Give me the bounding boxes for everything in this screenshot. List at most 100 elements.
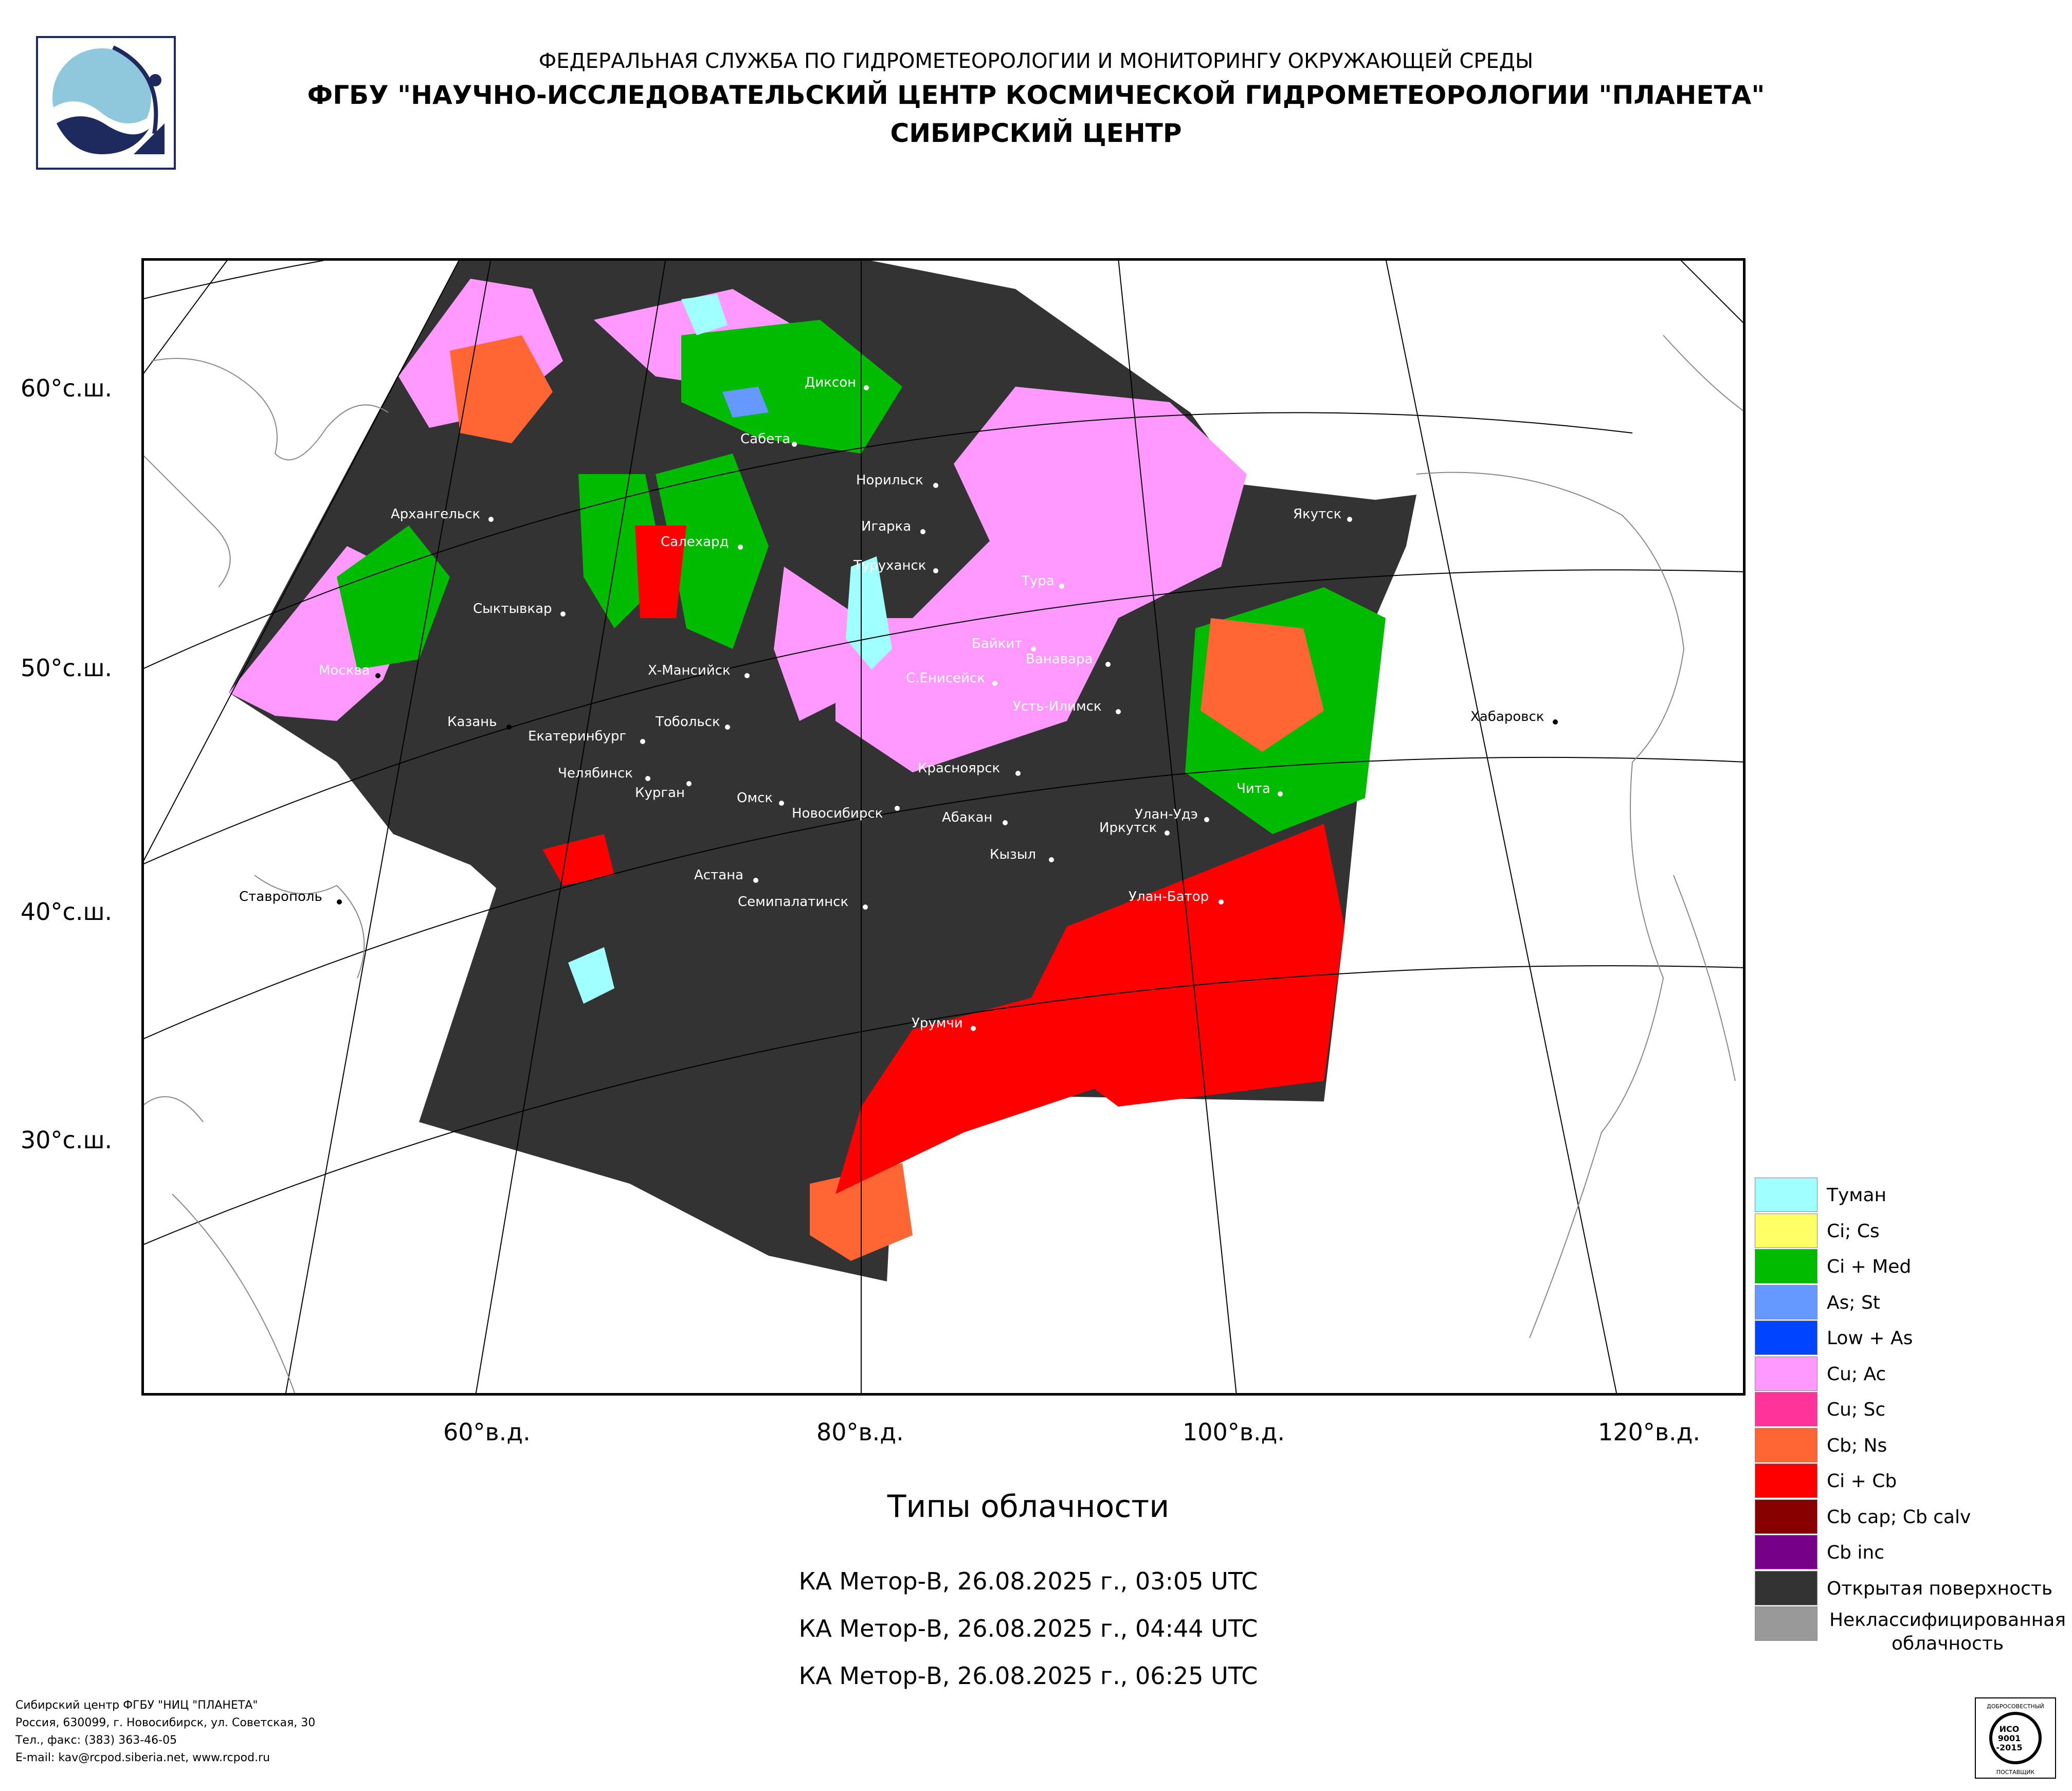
svg-text:Тура: Тура [1021, 573, 1055, 589]
legend-label: Ci; Cs [1827, 1220, 1880, 1242]
legend-item: Cb cap; Cb calv [1755, 1499, 2072, 1535]
legend-swatch [1755, 1463, 1817, 1498]
svg-text:Курган: Курган [635, 785, 685, 801]
city-novosibirsk: Новосибирск [792, 806, 900, 821]
svg-text:Екатеринбург: Екатеринбург [528, 729, 626, 744]
city-tobolsk: Тобольск [655, 714, 730, 730]
institute-title: ФГБУ "НАУЧНО-ИССЛЕДОВАТЕЛЬСКИЙ ЦЕНТР КОС… [307, 80, 1765, 110]
svg-text:Чита: Чита [1237, 781, 1270, 797]
legend-label: Неклассифицированная облачность [1829, 1609, 2066, 1654]
svg-text:Байкит: Байкит [972, 636, 1022, 652]
footer-line: Тел., факс: (383) 363-46-05 [15, 1734, 177, 1747]
svg-text:Улан-Удэ: Улан-Удэ [1135, 807, 1198, 822]
lat-label-50: 50°с.ш. [21, 654, 113, 682]
legend-swatch [1755, 1320, 1817, 1355]
legend-swatch [1755, 1535, 1817, 1569]
satellite-pass-1: КА Метор-В, 26.08.2025 г., 03:05 UTC [798, 1567, 1258, 1595]
legend-label: Cb; Ns [1827, 1435, 1887, 1456]
city-krasnoyarsk: Красноярск [918, 761, 1021, 776]
agency-title: ФЕДЕРАЛЬНАЯ СЛУЖБА ПО ГИДРОМЕТЕОРОЛОГИИ … [538, 49, 1534, 73]
legend-item: Cu; Ac [1755, 1356, 2072, 1392]
svg-text:Абакан: Абакан [942, 810, 992, 825]
legend-item: Туман [1755, 1178, 2072, 1214]
svg-text:Ванавара: Ванавара [1026, 652, 1093, 667]
city-abakan: Абакан [942, 810, 1008, 825]
legend-label: Туман [1827, 1185, 1887, 1206]
legend-item: As; St [1755, 1285, 2072, 1321]
map-title: Типы облачности [887, 1489, 1170, 1525]
legend-label: Открытая поверхность [1827, 1578, 2053, 1599]
graticule [141, 258, 1746, 1396]
lat-label-40: 40°с.ш. [21, 898, 113, 926]
svg-text:-2015: -2015 [1996, 1743, 2022, 1752]
city-sabeta: Сабета [740, 431, 797, 447]
legend-swatch [1755, 1356, 1817, 1391]
city-vanavara: Ванавара [1026, 652, 1111, 667]
city-norilsk: Норильск [856, 473, 938, 488]
legend-item: Неклассифицированная облачность [1755, 1606, 2072, 1654]
city-dikson: Диксон [805, 375, 869, 390]
svg-text:Игарка: Игарка [861, 519, 911, 534]
svg-text:Семипалатинск: Семипалатинск [738, 894, 848, 910]
svg-text:Сабета: Сабета [740, 431, 790, 447]
lat-label-60: 60°с.ш. [21, 374, 113, 402]
city-igarka: Игарка [861, 519, 925, 534]
legend-swatch [1755, 1249, 1817, 1283]
satellite-pass-3: КА Метор-В, 26.08.2025 г., 06:25 UTC [798, 1662, 1258, 1690]
svg-text:Тобольск: Тобольск [655, 714, 720, 730]
svg-text:Х-Мансийск: Х-Мансийск [648, 663, 731, 678]
coastlines [141, 335, 1746, 1396]
legend-item: Ci + Med [1755, 1249, 2072, 1285]
contact-footer: Сибирский центр ФГБУ "НИЦ "ПЛАНЕТА" Росс… [15, 1697, 315, 1767]
svg-text:Красноярск: Красноярск [918, 761, 1000, 776]
legend-swatch [1755, 1606, 1817, 1641]
city-arkhangelsk: Архангельск [391, 506, 494, 522]
svg-text:С.Енисейск: С.Енисейск [906, 671, 985, 686]
svg-text:Усть-Илимск: Усть-Илимск [1013, 699, 1102, 714]
legend-label: Cu; Ac [1827, 1363, 1886, 1385]
city-turukhansk: Туруханск [853, 558, 938, 573]
city-yekaterinburg: Екатеринбург [528, 729, 645, 744]
cloud-type-legend: Туман Ci; Cs Ci + Med As; St Low + As Cu; Ac C… [1755, 1178, 2072, 1671]
legend-item: Cb inc [1755, 1535, 2072, 1571]
footer-line: Россия, 630099, г. Новосибирск, ул. Сове… [15, 1716, 316, 1729]
svg-text:Улан-Батор: Улан-Батор [1129, 889, 1209, 904]
city-kyzyl: Кызыл [990, 847, 1054, 862]
svg-text:Омск: Омск [737, 790, 773, 806]
svg-text:Хабаровск: Хабаровск [1470, 709, 1544, 725]
svg-text:Иркутск: Иркутск [1099, 820, 1157, 836]
svg-text:9001: 9001 [1998, 1733, 2021, 1743]
city-ulan-bator: Улан-Батор [1129, 889, 1224, 904]
svg-text:Челябинск: Челябинск [558, 766, 633, 781]
map-frame [141, 258, 1746, 1396]
legend-label: As; St [1827, 1292, 1880, 1313]
svg-text:Москва: Москва [319, 663, 370, 678]
legend-swatch [1755, 1178, 1817, 1212]
satellite-pass-2: КА Метор-В, 26.08.2025 г., 04:44 UTC [798, 1615, 1258, 1642]
legend-swatch [1755, 1285, 1817, 1319]
city-kurgan: Курган [635, 781, 692, 801]
svg-text:Якутск: Якутск [1293, 506, 1341, 522]
svg-text:Урумчи: Урумчи [912, 1016, 963, 1031]
legend-label: Low + As [1827, 1328, 1913, 1349]
svg-text:Сыктывкар: Сыктывкар [473, 601, 552, 617]
satellite-swath [229, 258, 1416, 1281]
svg-text:Салехард: Салехард [661, 534, 729, 550]
legend-swatch [1755, 1570, 1817, 1605]
planeta-logo [36, 36, 176, 170]
cloud-type-map: Диксон Сабета Норильск Якутск Архангельс… [141, 258, 1746, 1396]
legend-item: Ci + Cb [1755, 1463, 2072, 1499]
city-syktyvkar: Сыктывкар [473, 601, 566, 617]
city-kazan: Казань [447, 714, 512, 730]
city-khanty-mansiysk: Х-Мансийск [648, 663, 750, 678]
lat-label-30: 30°с.ш. [21, 1126, 113, 1154]
center-title: СИБИРСКИЙ ЦЕНТР [890, 118, 1182, 148]
legend-label: Ci + Cb [1827, 1471, 1897, 1492]
lon-label-60: 60°в.д. [443, 1418, 531, 1446]
city-ust-ilimsk: Усть-Илимск [1013, 699, 1121, 714]
legend-swatch [1755, 1213, 1817, 1248]
city-labels: Диксон Сабета Норильск Якутск Архангельс… [239, 375, 1558, 1031]
svg-text:Диксон: Диксон [805, 375, 856, 390]
city-tura: Тура [1021, 573, 1064, 589]
city-urumqi: Урумчи [912, 1016, 976, 1031]
